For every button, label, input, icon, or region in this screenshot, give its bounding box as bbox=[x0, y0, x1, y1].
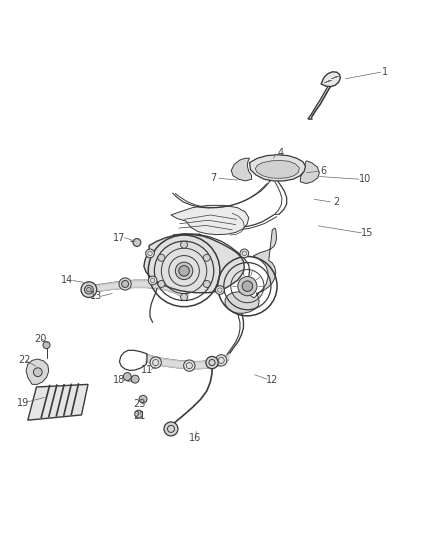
Circle shape bbox=[215, 286, 224, 294]
Circle shape bbox=[85, 285, 93, 294]
Circle shape bbox=[139, 395, 147, 403]
Polygon shape bbox=[321, 72, 340, 87]
Polygon shape bbox=[231, 158, 252, 181]
Circle shape bbox=[206, 357, 218, 369]
Circle shape bbox=[146, 249, 154, 258]
Text: 18: 18 bbox=[113, 375, 126, 385]
Text: 17: 17 bbox=[113, 233, 126, 243]
Polygon shape bbox=[88, 280, 188, 301]
Text: 21: 21 bbox=[133, 411, 146, 421]
Text: 22: 22 bbox=[18, 356, 31, 365]
Text: 16: 16 bbox=[189, 433, 201, 442]
Circle shape bbox=[135, 410, 143, 418]
Circle shape bbox=[179, 265, 189, 276]
Polygon shape bbox=[144, 234, 244, 293]
Circle shape bbox=[175, 262, 193, 280]
Circle shape bbox=[242, 281, 253, 292]
Text: 2: 2 bbox=[333, 197, 339, 207]
Circle shape bbox=[133, 239, 141, 246]
Circle shape bbox=[215, 354, 227, 366]
Text: 20: 20 bbox=[35, 334, 47, 344]
Circle shape bbox=[33, 368, 42, 376]
Circle shape bbox=[43, 342, 50, 349]
Text: 19: 19 bbox=[17, 398, 29, 408]
Circle shape bbox=[81, 282, 97, 297]
Text: 6: 6 bbox=[321, 166, 327, 176]
Polygon shape bbox=[28, 384, 88, 420]
Text: 15: 15 bbox=[361, 228, 374, 238]
Polygon shape bbox=[26, 359, 49, 384]
Polygon shape bbox=[300, 161, 319, 183]
Text: 1: 1 bbox=[382, 67, 388, 77]
Circle shape bbox=[131, 375, 139, 383]
Polygon shape bbox=[255, 160, 299, 179]
Circle shape bbox=[180, 294, 187, 301]
Polygon shape bbox=[146, 353, 230, 369]
Polygon shape bbox=[225, 228, 277, 313]
Text: 11: 11 bbox=[141, 366, 153, 375]
Circle shape bbox=[238, 277, 257, 296]
Text: 23: 23 bbox=[133, 399, 146, 409]
Circle shape bbox=[203, 280, 210, 287]
Circle shape bbox=[124, 373, 131, 381]
Circle shape bbox=[119, 278, 131, 290]
Circle shape bbox=[240, 249, 249, 258]
Circle shape bbox=[122, 280, 129, 287]
Circle shape bbox=[184, 360, 195, 372]
Circle shape bbox=[203, 254, 210, 261]
Circle shape bbox=[158, 280, 165, 287]
Circle shape bbox=[180, 241, 187, 248]
Text: 14: 14 bbox=[61, 276, 73, 286]
Circle shape bbox=[164, 422, 178, 436]
Text: 13: 13 bbox=[90, 291, 102, 301]
Text: 10: 10 bbox=[359, 174, 371, 184]
Text: 4: 4 bbox=[277, 148, 283, 158]
Text: 12: 12 bbox=[266, 375, 279, 385]
Polygon shape bbox=[250, 155, 305, 181]
Circle shape bbox=[158, 254, 165, 261]
Polygon shape bbox=[171, 205, 249, 235]
Circle shape bbox=[150, 357, 161, 368]
Circle shape bbox=[148, 276, 157, 285]
Text: 7: 7 bbox=[211, 173, 217, 183]
